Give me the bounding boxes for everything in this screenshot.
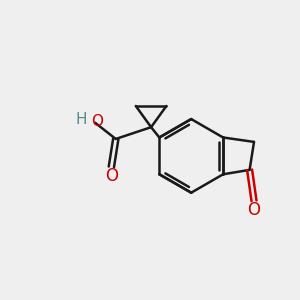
Text: O: O — [105, 167, 118, 185]
Text: H: H — [75, 112, 87, 127]
Text: O: O — [91, 114, 103, 129]
Text: O: O — [248, 201, 260, 219]
